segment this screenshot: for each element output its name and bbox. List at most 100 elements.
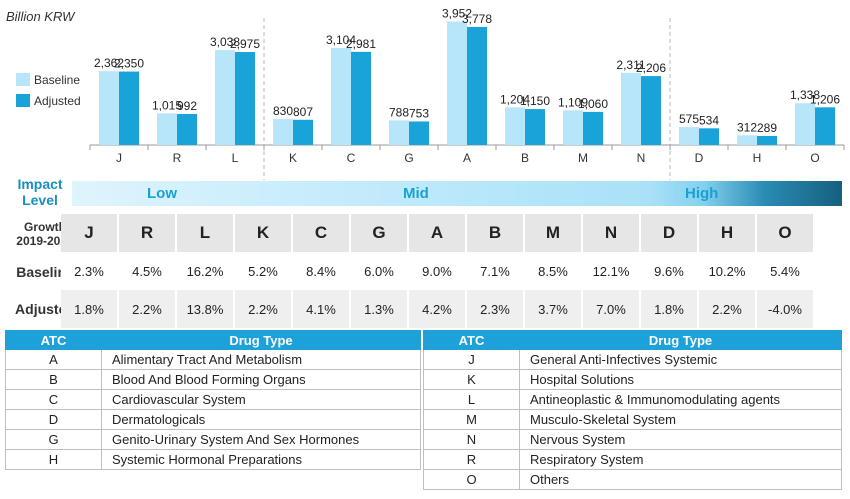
- bar-adjusted-R: [177, 114, 197, 145]
- growth-adjusted-K: 2.2%: [235, 290, 293, 328]
- data-label-baseline-B: 1,204: [500, 92, 530, 106]
- legend-swatch-adjusted: [16, 94, 30, 107]
- drug-type-header: Drug Type: [519, 330, 842, 350]
- bar-adjusted-K: [293, 119, 313, 145]
- atc-code: J: [423, 349, 520, 370]
- data-label-adjusted-N: 2,206: [636, 61, 666, 75]
- growth-baseline-O: 5.4%: [757, 252, 815, 290]
- data-label-baseline-M: 1,109: [558, 95, 588, 109]
- drug-type-name: Alimentary Tract And Metabolism: [101, 349, 421, 370]
- drug-type-name: Nervous System: [519, 429, 842, 450]
- bar-baseline-O: [795, 103, 815, 145]
- x-tick-label-K: K: [289, 151, 297, 165]
- bar-baseline-K: [273, 119, 293, 145]
- unit-label: Billion KRW: [6, 9, 75, 24]
- data-label-adjusted-C: 2,981: [346, 37, 376, 51]
- atc-code: N: [423, 429, 520, 450]
- atc-row: D Dermatologicals: [5, 409, 421, 430]
- atc-row: R Respiratory System: [423, 449, 842, 470]
- x-tick-label-B: B: [521, 151, 529, 165]
- x-tick-label-C: C: [347, 151, 356, 165]
- impact-label-line2: Level: [22, 192, 58, 208]
- bar-baseline-G: [389, 120, 409, 145]
- growth-adjusted-B: 2.3%: [467, 290, 525, 328]
- bar-adjusted-M: [583, 111, 603, 145]
- growth-adjusted-O: -4.0%: [757, 290, 815, 328]
- bar-baseline-J: [99, 71, 119, 145]
- atc-row: N Nervous System: [423, 429, 842, 450]
- data-label-adjusted-L: 2,975: [230, 37, 260, 51]
- growth-adjusted-D: 1.8%: [641, 290, 699, 328]
- growth-baseline-L: 16.2%: [177, 252, 235, 290]
- growth-adjusted-R: 2.2%: [119, 290, 177, 328]
- bar-adjusted-A: [467, 26, 487, 145]
- data-label-adjusted-M: 1,060: [578, 97, 608, 111]
- atc-row: C Cardiovascular System: [5, 389, 421, 410]
- growth-baseline-K: 5.2%: [235, 252, 293, 290]
- data-label-baseline-O: 1,338: [790, 88, 820, 102]
- data-label-baseline-N: 2,311: [616, 58, 645, 72]
- growth-baseline-C: 8.4%: [293, 252, 351, 290]
- growth-baseline-G: 6.0%: [351, 252, 409, 290]
- atc-row: G Genito-Urinary System And Sex Hormones: [5, 429, 421, 450]
- atc-code: D: [5, 409, 102, 430]
- bar-adjusted-C: [351, 51, 371, 145]
- bar-baseline-L: [215, 50, 235, 145]
- atc-table-right: ATC Drug Type J General Anti-Infectives Sys…: [423, 330, 842, 490]
- atc-code: M: [423, 409, 520, 430]
- drug-type-name: Respiratory System: [519, 449, 842, 470]
- bar-baseline-B: [505, 107, 525, 145]
- bar-baseline-H: [737, 135, 757, 145]
- atc-code: C: [5, 389, 102, 410]
- bar-baseline-M: [563, 110, 583, 145]
- legend-item-adjusted: Adjusted: [16, 94, 81, 108]
- drug-type-name: Others: [519, 469, 842, 490]
- drug-type-name: Hospital Solutions: [519, 369, 842, 390]
- data-label-adjusted-K: 807: [293, 105, 313, 119]
- impact-level-high: High: [685, 185, 719, 202]
- growth-adjusted-L: 13.8%: [177, 290, 235, 328]
- data-label-adjusted-R: 992: [177, 99, 197, 113]
- atc-code: R: [423, 449, 520, 470]
- legend-label-adjusted: Adjusted: [34, 94, 81, 108]
- data-label-baseline-C: 3,104: [326, 33, 356, 47]
- drug-type-name: Antineoplastic & Immunomodulating agents: [519, 389, 842, 410]
- drug-type-name: Dermatologicals: [101, 409, 421, 430]
- data-label-baseline-A: 3,952: [442, 7, 472, 21]
- bar-adjusted-J: [119, 71, 139, 145]
- growth-code-C: C: [293, 214, 351, 252]
- growth-adjusted-G: 1.3%: [351, 290, 409, 328]
- drug-type-name: Blood And Blood Forming Organs: [101, 369, 421, 390]
- x-tick-label-L: L: [232, 151, 239, 165]
- drug-type-name: Cardiovascular System: [101, 389, 421, 410]
- data-label-baseline-R: 1,015: [152, 98, 182, 112]
- data-label-baseline-L: 3,038: [210, 35, 240, 49]
- bar-adjusted-N: [641, 76, 661, 145]
- data-label-adjusted-J: 2,350: [114, 57, 144, 71]
- growth-code-J: J: [61, 214, 119, 252]
- data-label-adjusted-A: 3,778: [462, 12, 492, 26]
- atc-row: L Antineoplastic & Immunomodulating agent…: [423, 389, 842, 410]
- growth-baseline-D: 9.6%: [641, 252, 699, 290]
- growth-code-A: A: [409, 214, 467, 252]
- bar-baseline-A: [447, 21, 467, 145]
- bar-adjusted-G: [409, 121, 429, 145]
- growth-adjusted-J: 1.8%: [61, 290, 119, 328]
- x-tick-label-D: D: [695, 151, 704, 165]
- atc-code: O: [423, 469, 520, 490]
- atc-header: ATC: [5, 330, 102, 350]
- atc-code: B: [5, 369, 102, 390]
- x-tick-label-J: J: [116, 151, 122, 165]
- growth-code-M: M: [525, 214, 583, 252]
- drug-type-name: General Anti-Infectives Systemic: [519, 349, 842, 370]
- bar-adjusted-B: [525, 109, 545, 145]
- atc-table-left: ATC Drug Type A Alimentary Tract And Metabo…: [5, 330, 421, 470]
- x-tick-label-H: H: [753, 151, 762, 165]
- bar-baseline-N: [621, 72, 641, 145]
- atc-row: A Alimentary Tract And Metabolism: [5, 349, 421, 370]
- growth-adjusted-A: 4.2%: [409, 290, 467, 328]
- x-tick-label-A: A: [463, 151, 471, 165]
- data-label-adjusted-O: 1,206: [810, 92, 840, 106]
- data-label-baseline-H: 312: [737, 120, 757, 134]
